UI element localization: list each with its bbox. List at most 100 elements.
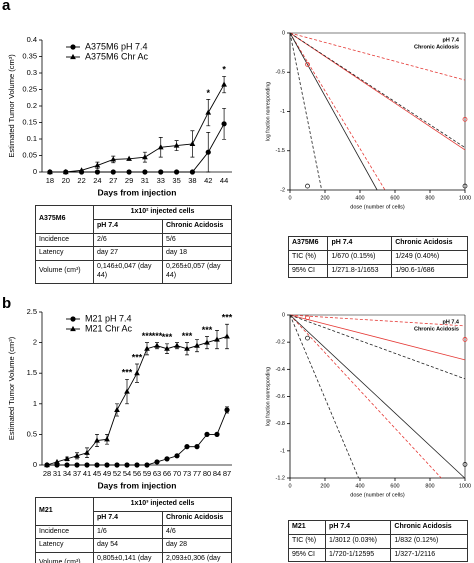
cell: day 54 xyxy=(93,538,163,553)
x-tick-label: 600 xyxy=(390,195,399,201)
data-point xyxy=(110,156,117,162)
annotation: *** xyxy=(182,331,193,341)
x-tick-label: 31 xyxy=(53,469,61,478)
annotation: *** xyxy=(142,331,153,341)
data-point xyxy=(204,339,210,345)
data-point xyxy=(84,462,90,468)
cell: pH 7.4 xyxy=(93,218,163,234)
annotation: *** xyxy=(202,325,213,335)
cell: M21 xyxy=(287,520,327,535)
cell: Chronic Acidosis xyxy=(162,510,232,526)
cell: 0,265±0,057 (day 44) xyxy=(162,260,232,284)
x-tick-label: 800 xyxy=(425,195,434,201)
x-axis-title: dose (number of cells) xyxy=(350,204,405,210)
data-point xyxy=(164,345,170,351)
y-tick-label: -0.4 xyxy=(276,367,285,373)
x-tick-label: 33 xyxy=(157,176,165,185)
series-line xyxy=(49,84,225,173)
cell: 1/271.8-1/1653 xyxy=(327,263,393,279)
data-point xyxy=(64,455,70,461)
summary-table: A375M6 1x10² injected cells pH 7.4 Chronic… xyxy=(35,205,232,284)
x-axis-title: dose (number of cells) xyxy=(350,492,405,498)
cell: 1/6 xyxy=(93,524,163,540)
data-point xyxy=(158,169,164,175)
data-point xyxy=(305,62,310,67)
data-point xyxy=(154,459,160,465)
cell: day 27 xyxy=(93,246,163,261)
series-line xyxy=(49,123,225,173)
y-tick-label: 2.5 xyxy=(27,307,37,316)
y-tick-label: 0.05 xyxy=(22,150,37,159)
series-line xyxy=(289,32,323,191)
cell: Chronic Acidosis xyxy=(390,520,468,535)
cell: 1x10³ injected cells xyxy=(93,497,232,512)
data-point xyxy=(174,453,180,459)
cell: 4/6 xyxy=(162,524,232,540)
legend-label: M21 pH 7.4 xyxy=(85,313,132,323)
series-line xyxy=(289,32,466,81)
y-tick-label: 0 xyxy=(282,312,285,318)
data-point xyxy=(47,168,53,175)
cell: TIC (%) xyxy=(287,249,329,265)
y-tick-label: -0.6 xyxy=(276,394,285,400)
legend-marker xyxy=(70,44,76,50)
data-point xyxy=(205,109,212,115)
cell: A375M6 xyxy=(35,205,94,234)
cell: 1/832 (0.12%) xyxy=(390,533,468,549)
data-point xyxy=(134,370,140,376)
x-tick-label: 56 xyxy=(133,469,141,478)
data-point xyxy=(62,168,69,175)
data-point xyxy=(204,431,210,437)
y-tick-label: 0.35 xyxy=(22,51,37,60)
x-tick-label: 45 xyxy=(93,469,101,478)
cell: Chronic Acidosis xyxy=(391,236,468,251)
legend-marker xyxy=(70,316,76,322)
cell: pH 7.4 xyxy=(325,520,392,535)
y-tick-label: -1 xyxy=(280,109,285,115)
data-point xyxy=(154,342,160,348)
data-point xyxy=(184,345,190,351)
data-point xyxy=(104,462,110,468)
x-tick-label: 1000 xyxy=(459,195,471,201)
y-axis-title: log fraction nonresponding xyxy=(265,82,271,141)
cell: 1/90.6-1/686 xyxy=(391,263,468,279)
x-tick-label: 84 xyxy=(213,469,221,478)
x-tick-label: 31 xyxy=(141,176,149,185)
cell: 0,805±0,141 (day 87) xyxy=(93,552,163,563)
x-tick-label: 0 xyxy=(288,195,291,201)
legend-label: pH 7.4 xyxy=(442,37,459,43)
x-tick-label: 200 xyxy=(320,195,329,201)
data-point xyxy=(144,345,150,351)
data-point xyxy=(94,437,100,443)
data-point xyxy=(221,121,227,127)
data-point xyxy=(94,169,101,175)
cell: TIC (%) xyxy=(287,533,327,549)
data-point xyxy=(305,183,310,189)
legend-marker xyxy=(70,325,76,332)
cell: Latency xyxy=(35,246,94,261)
cell: 1/327-1/2116 xyxy=(390,547,468,563)
cell: 0,146±0,047 (day 44) xyxy=(93,260,163,284)
legend-label: A375M6 Chr Ac xyxy=(85,51,149,61)
data-point xyxy=(305,335,310,341)
data-point xyxy=(94,162,101,168)
y-tick-label: 0.3 xyxy=(27,68,37,77)
x-tick-label: 42 xyxy=(204,176,212,185)
y-tick-label: -0.8 xyxy=(276,421,285,427)
cell: Chronic Acidosis xyxy=(162,218,232,234)
y-tick-label: 0 xyxy=(33,460,37,469)
cell: M21 xyxy=(35,497,94,526)
data-point xyxy=(126,169,132,175)
data-point xyxy=(205,149,211,155)
y-tick-label: -1.2 xyxy=(276,475,285,481)
cell: day 28 xyxy=(162,538,232,553)
x-tick-label: 28 xyxy=(43,469,51,478)
y-tick-label: 0.15 xyxy=(22,117,37,126)
summary-table: M21 1x10³ injected cells pH 7.4 Chronic Ac… xyxy=(35,497,232,563)
x-axis-title: Days from injection xyxy=(98,187,177,197)
cell: A375M6 xyxy=(287,236,329,251)
x-tick-label: 87 xyxy=(223,469,231,478)
data-point xyxy=(214,431,220,437)
cell: 95% CI xyxy=(287,547,327,563)
